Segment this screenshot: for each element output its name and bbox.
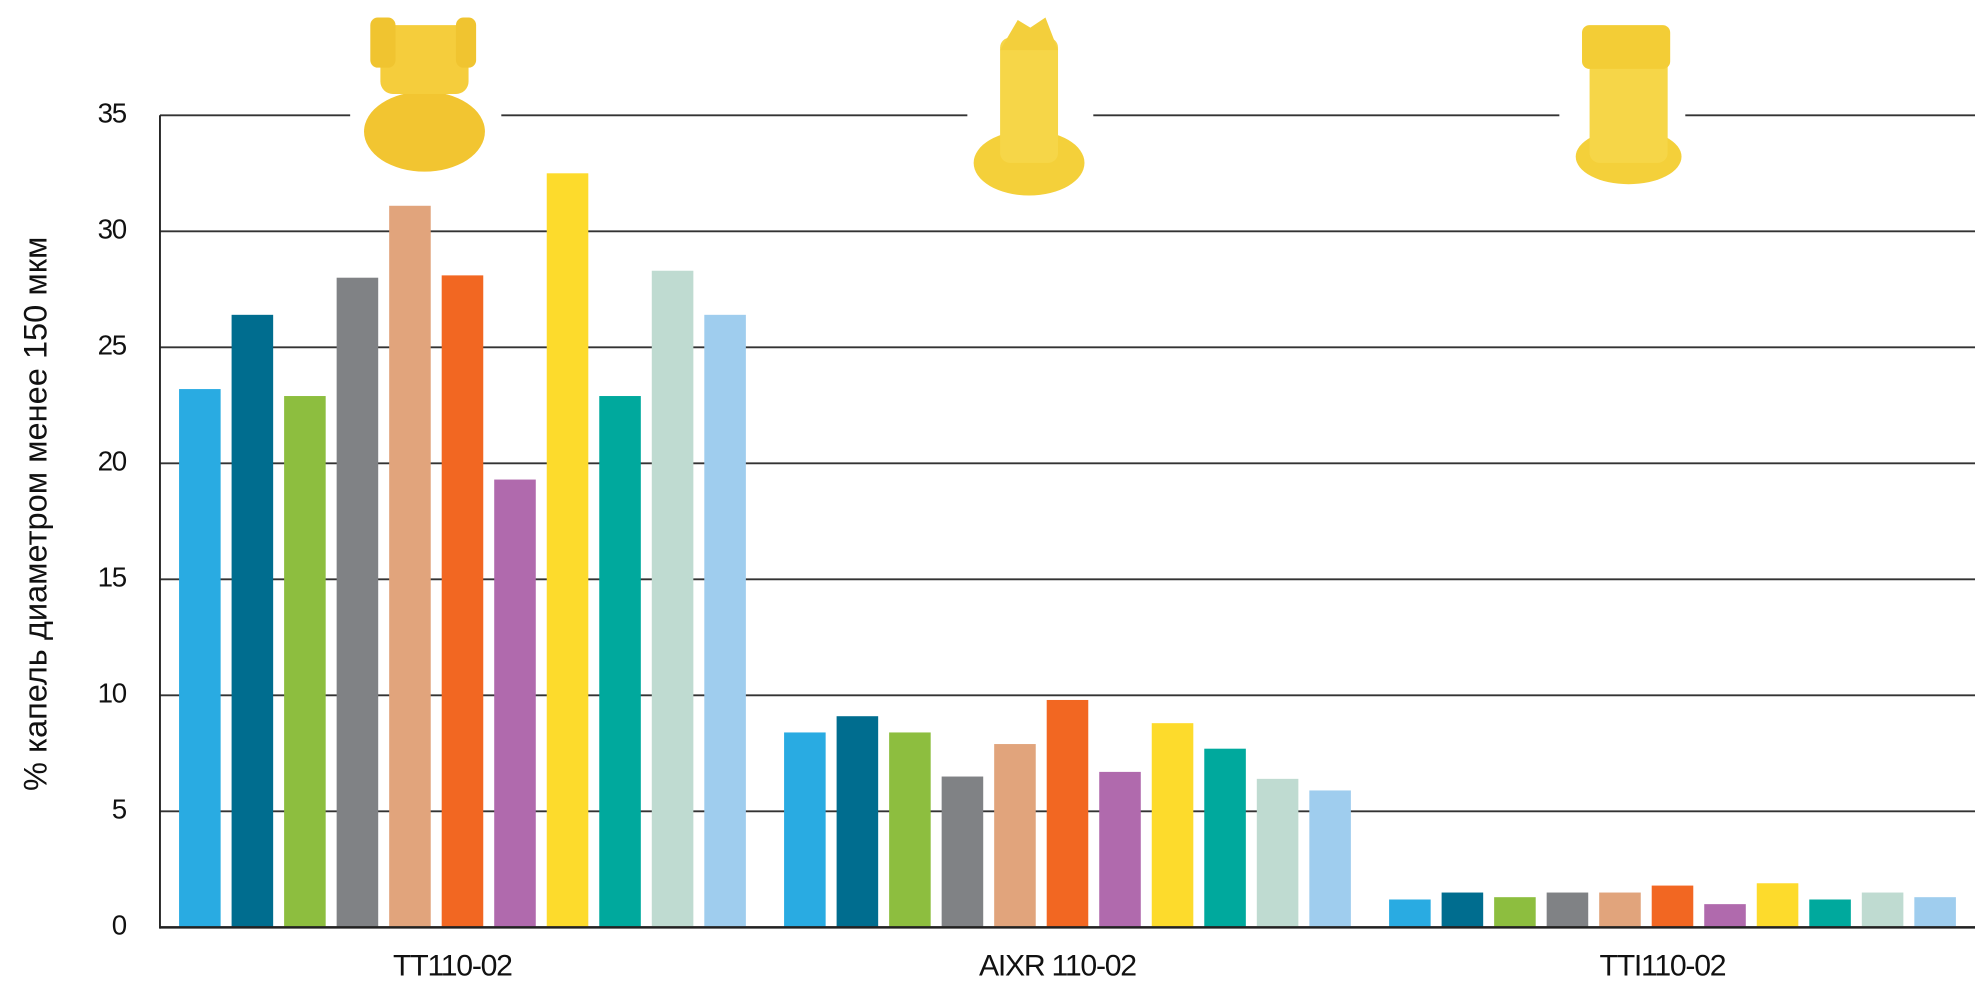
- bar: [1546, 892, 1589, 928]
- bar: [1651, 885, 1694, 928]
- y-tick-label: 15: [98, 562, 127, 593]
- x-tick-label: AIXR 110-02: [979, 949, 1136, 982]
- bar: [1046, 699, 1089, 928]
- bar: [1204, 748, 1246, 928]
- bar: [1256, 778, 1299, 928]
- nozzle-images: [350, 17, 1686, 196]
- bar: [494, 479, 536, 928]
- y-tick-label: 35: [98, 98, 127, 129]
- bar: [389, 205, 431, 928]
- y-tick-label: 5: [112, 794, 127, 825]
- bar: [231, 314, 274, 928]
- bar: [179, 389, 221, 928]
- bar: [336, 277, 379, 928]
- bar: [784, 732, 826, 928]
- bar: [1151, 723, 1194, 928]
- bar: [1809, 899, 1851, 928]
- x-tick-label: TTI110-02: [1600, 949, 1726, 982]
- bar: [1861, 892, 1904, 928]
- bar: [1494, 897, 1536, 928]
- bar: [1309, 790, 1351, 928]
- y-tick-label: 30: [98, 214, 127, 245]
- bar: [704, 314, 746, 928]
- bars: [179, 173, 1956, 928]
- y-axis-label: % капель диаметром менее 150 мкм: [16, 237, 53, 791]
- y-tick-label: 10: [98, 678, 127, 709]
- bar: [994, 744, 1036, 928]
- bar: [651, 270, 694, 928]
- y-tick-label: 20: [98, 446, 127, 477]
- bar: [941, 776, 984, 928]
- bar: [889, 732, 931, 928]
- bar: [1099, 771, 1141, 928]
- bar: [546, 173, 589, 928]
- bar: [1756, 883, 1799, 928]
- bar: [836, 716, 879, 928]
- x-tick-label: TT110-02: [393, 949, 512, 982]
- bar: [599, 396, 641, 928]
- y-tick-label: 25: [98, 330, 127, 361]
- y-tick-label: 0: [112, 910, 127, 941]
- bar: [1914, 897, 1956, 928]
- bar: [284, 396, 326, 928]
- bar: [1599, 892, 1641, 928]
- bar: [1704, 904, 1746, 928]
- bar: [1441, 892, 1484, 928]
- bar: [441, 275, 484, 928]
- bar: [1389, 899, 1431, 928]
